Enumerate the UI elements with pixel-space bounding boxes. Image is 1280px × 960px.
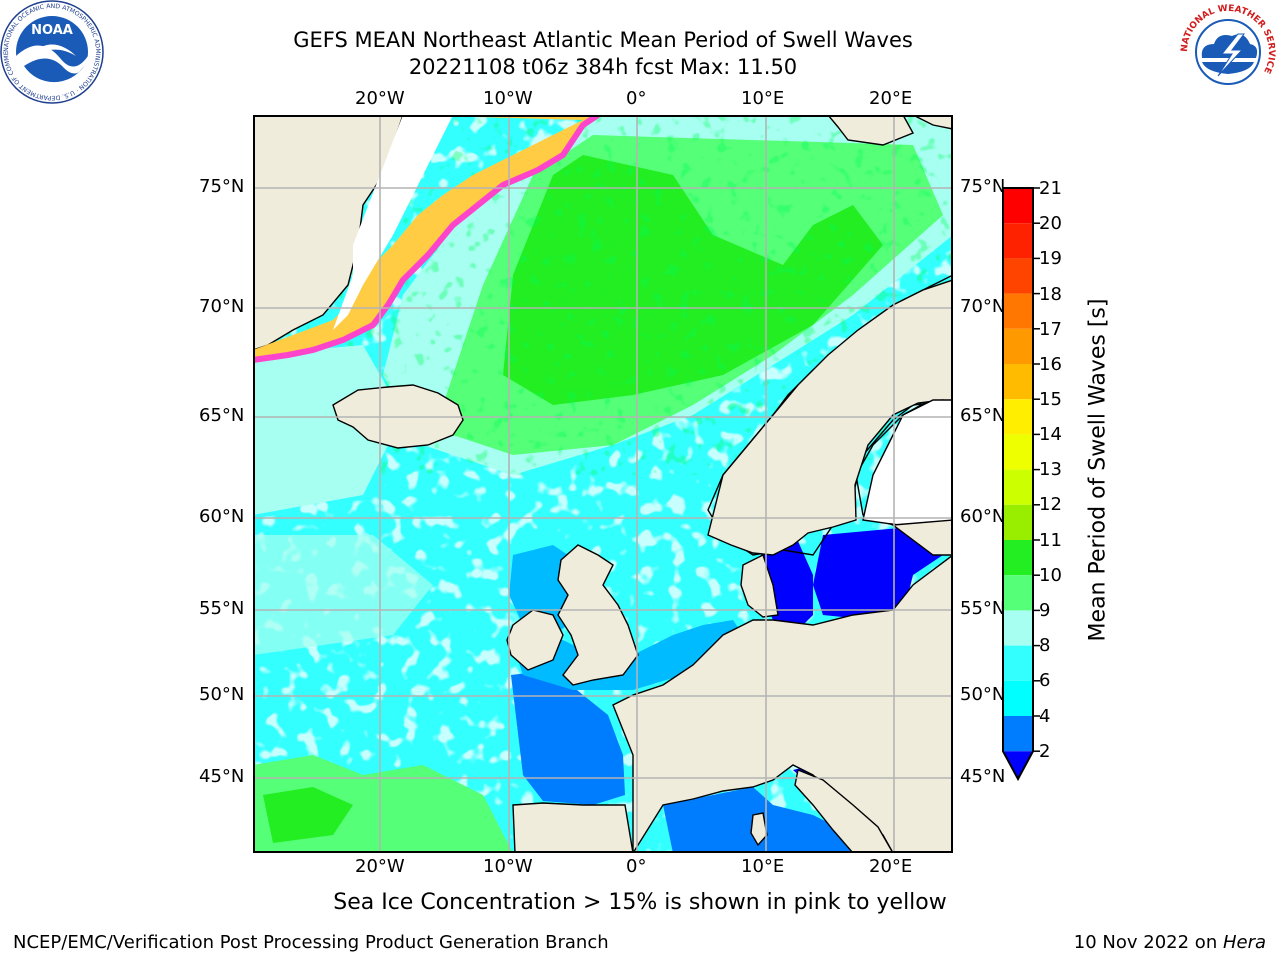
colorbar-label: 16 [1039, 354, 1062, 375]
title-line-2: 20221108 t06z 384h fcst Max: 11.50 [408, 55, 798, 79]
lat-tick-right: 45°N [960, 766, 1006, 787]
zone-mediterranean [663, 787, 880, 851]
title-line-1: GEFS MEAN Northeast Atlantic Mean Period… [293, 28, 913, 52]
lon-tick-top: 10°E [741, 88, 785, 109]
colorbar-label: 17 [1039, 319, 1062, 340]
colorbar-label: 19 [1039, 248, 1062, 269]
lon-tick-bottom: 20°W [355, 856, 405, 877]
lon-tick-top: 10°W [483, 88, 533, 109]
nws-logo: NATIONAL WEATHER SERVICE [1178, 2, 1278, 102]
lat-tick-left: 60°N [199, 506, 245, 527]
colorbar-label: 12 [1039, 494, 1062, 515]
lat-tick-left: 50°N [199, 684, 245, 705]
zone-2-biscay [511, 670, 625, 805]
lat-tick-right: 60°N [960, 506, 1006, 527]
colorbar [1002, 187, 1040, 782]
footer-host: Hera [1222, 932, 1266, 953]
map-panel [253, 115, 953, 853]
lon-tick-top: 20°W [355, 88, 405, 109]
colorbar-label: 4 [1039, 706, 1051, 727]
lat-tick-left: 45°N [199, 766, 245, 787]
colorbar-label: 8 [1039, 635, 1051, 656]
iberia [512, 802, 634, 851]
colorbar-label: 14 [1039, 424, 1062, 445]
lon-tick-bottom: 20°E [869, 856, 913, 877]
noaa-logo: NATIONAL OCEANIC AND ATMOSPHERIC ADMINIS… [0, 0, 104, 104]
colorbar-label: 11 [1039, 530, 1062, 551]
lat-tick-left: 65°N [199, 405, 245, 426]
footer-date: 10 Nov 2022 on Hera [1074, 932, 1266, 953]
graticule [255, 117, 951, 851]
denmark [740, 554, 779, 618]
lat-tick-right: 55°N [960, 598, 1006, 619]
lat-tick-right: 65°N [960, 405, 1006, 426]
colorbar-label: 20 [1039, 213, 1062, 234]
swell-period-map [255, 117, 951, 851]
colorbar-label: 15 [1039, 389, 1062, 410]
lon-tick-bottom: 0° [626, 856, 647, 877]
colorbar-label: 10 [1039, 565, 1062, 586]
lat-tick-left: 75°N [199, 176, 245, 197]
sea-ice-caption: Sea Ice Concentration > 15% is shown in … [333, 890, 947, 915]
great-britain [557, 544, 639, 686]
lat-tick-left: 55°N [199, 598, 245, 619]
lat-tick-right: 70°N [960, 296, 1006, 317]
colorbar-label: 6 [1039, 670, 1051, 691]
lon-tick-bottom: 10°E [741, 856, 785, 877]
footer-credit: NCEP/EMC/Verification Post Processing Pr… [13, 932, 609, 953]
colorbar-title: Mean Period of Swell Waves [s] [1085, 298, 1111, 642]
lon-tick-top: 20°E [869, 88, 913, 109]
lon-tick-bottom: 10°W [483, 856, 533, 877]
colorbar-label: 2 [1039, 741, 1051, 762]
lat-tick-right: 50°N [960, 684, 1006, 705]
noaa-logo-text: NOAA [31, 23, 73, 38]
colorbar-label: 9 [1039, 600, 1051, 621]
lat-tick-left: 70°N [199, 296, 245, 317]
lon-tick-top: 0° [626, 88, 647, 109]
footer-date-prefix: 10 Nov 2022 on [1073, 932, 1223, 953]
colorbar-label: 13 [1039, 459, 1062, 480]
sea-ice-edge [255, 117, 595, 360]
colorbar-label: 21 [1039, 178, 1062, 199]
colorbar-label: 18 [1039, 284, 1062, 305]
zone-baltic [813, 525, 943, 620]
lat-tick-right: 75°N [960, 176, 1006, 197]
